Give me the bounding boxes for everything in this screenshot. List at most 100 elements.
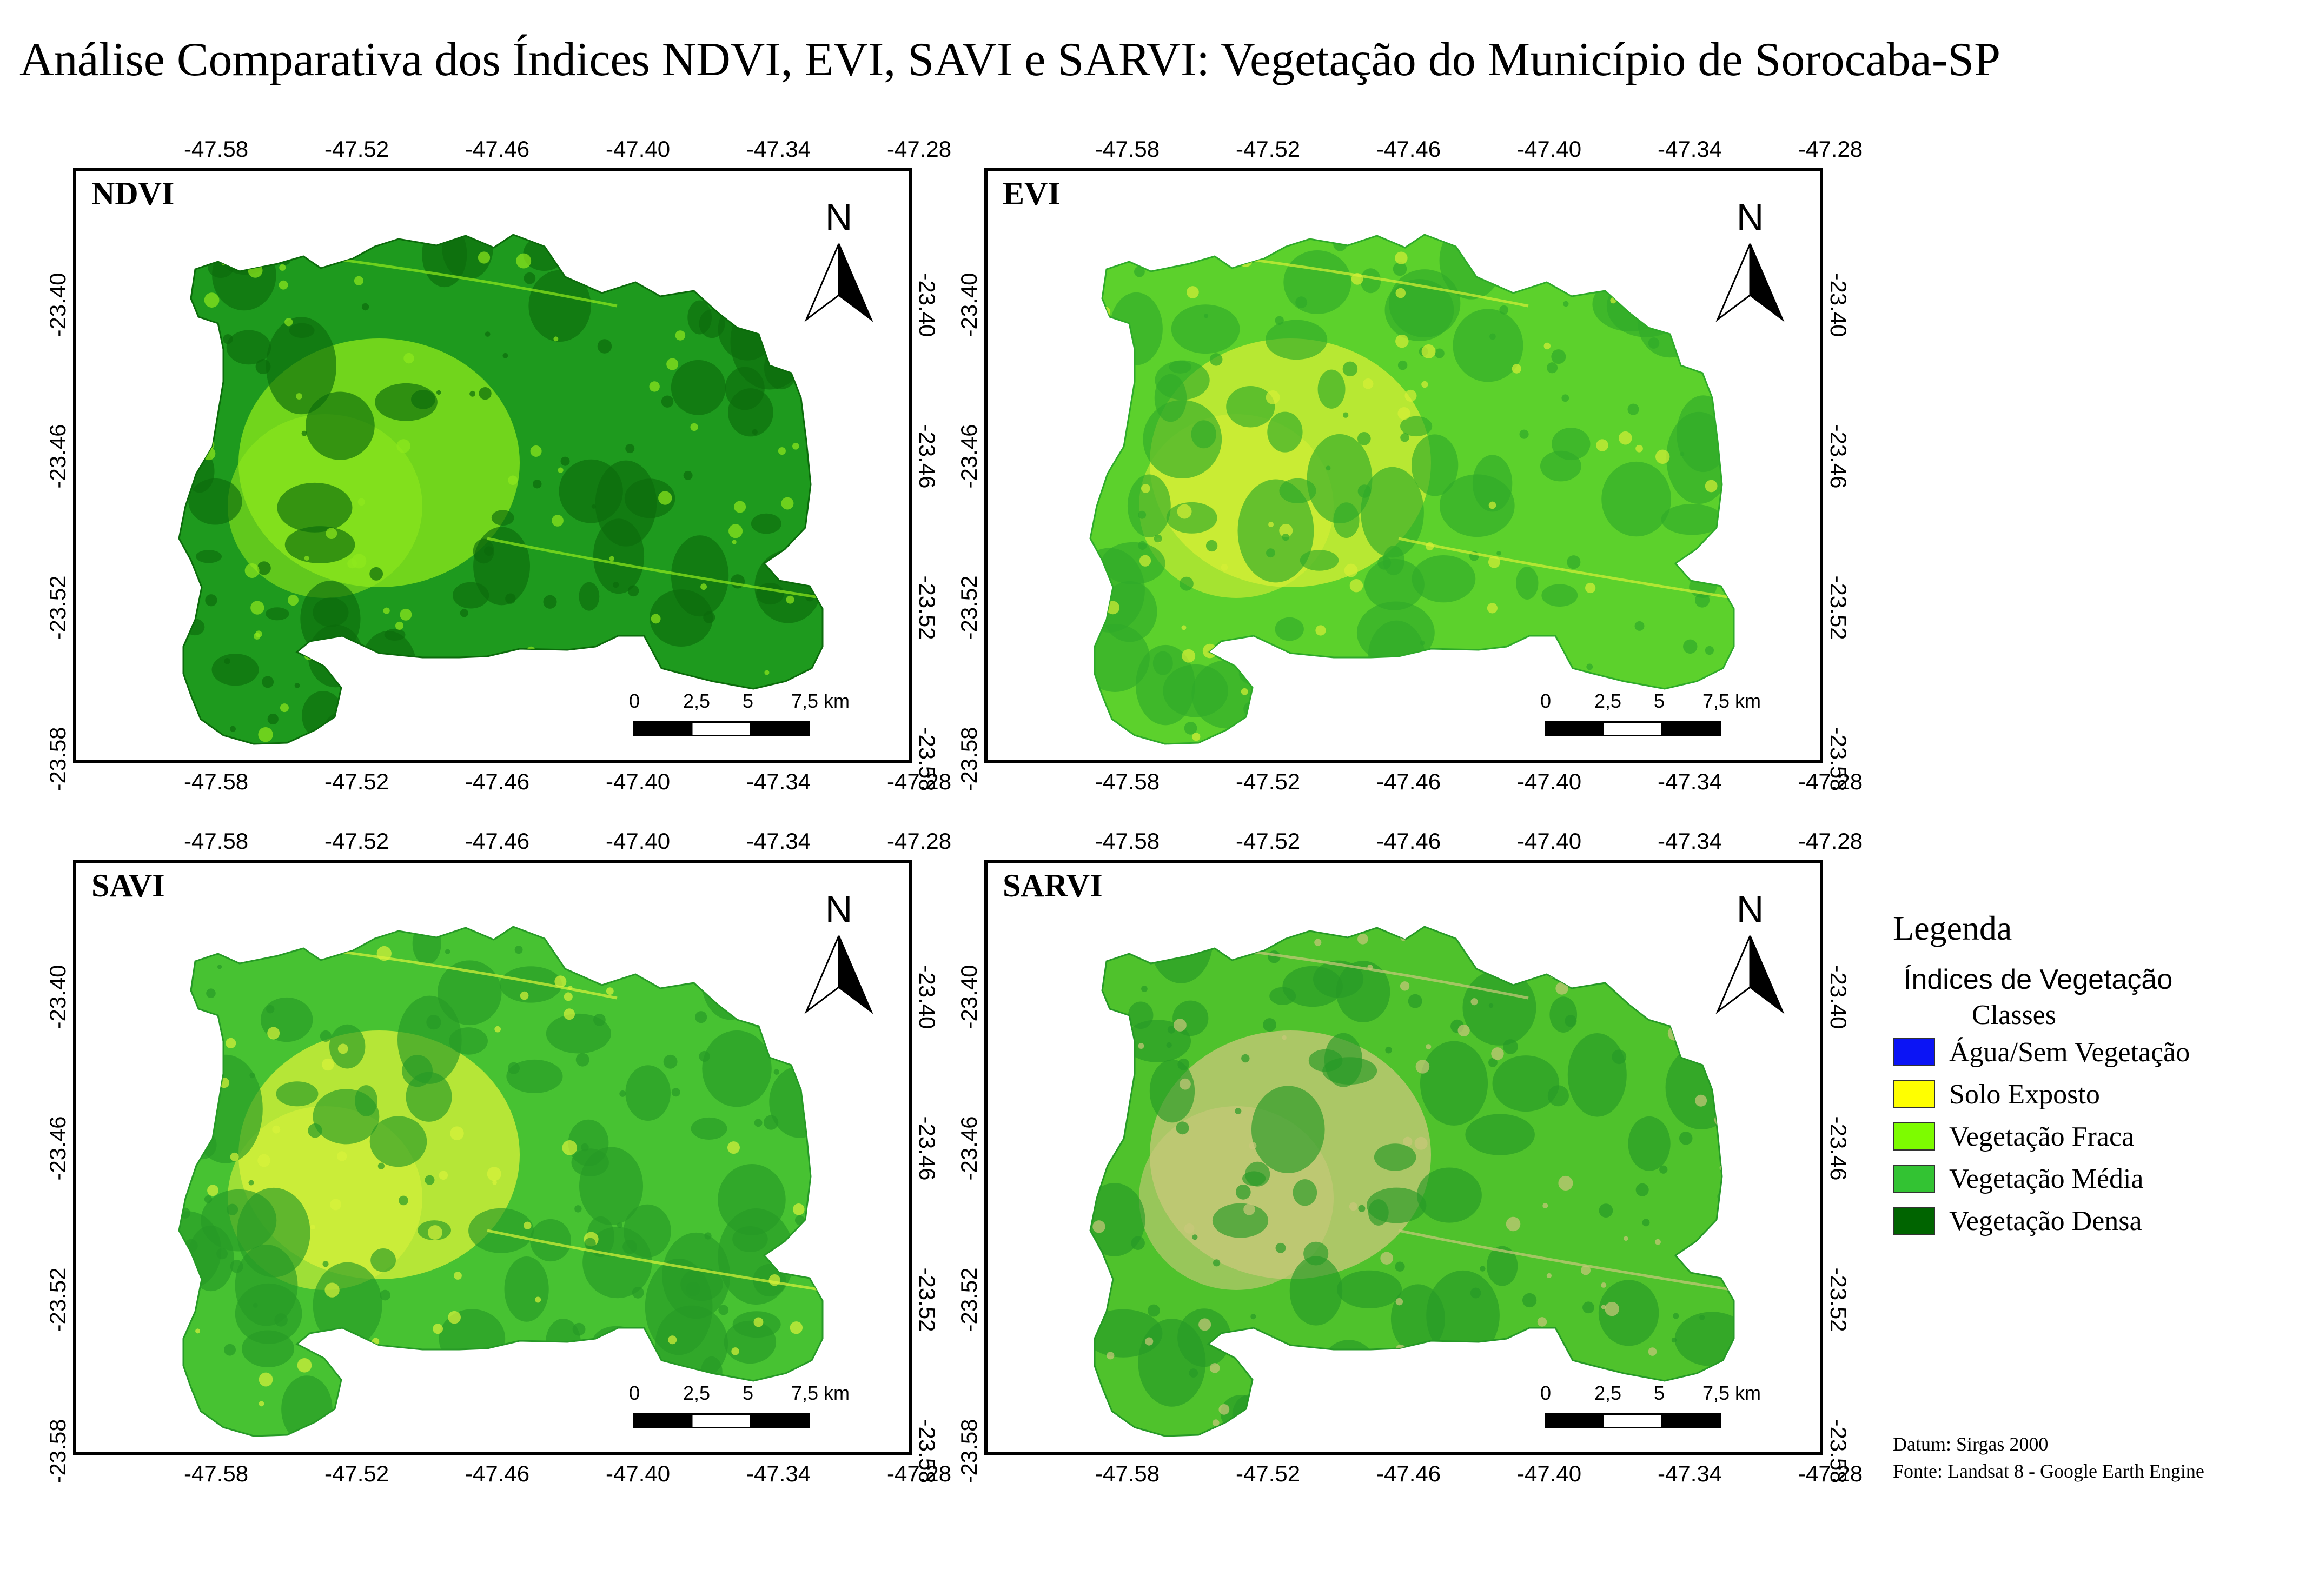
legend-item: Vegetação Fraca: [1893, 1115, 2190, 1158]
longitude-tick-label: -47.52: [1236, 769, 1301, 794]
longitude-tick-label: -47.28: [887, 136, 952, 162]
legend-classes-label: Classes: [1972, 1000, 2056, 1030]
scale-label: 2,5: [683, 690, 711, 712]
longitude-tick-label: -47.58: [1095, 136, 1160, 162]
longitude-tick-label: -47.46: [1376, 136, 1441, 162]
scale-label: 0: [1540, 1382, 1552, 1404]
scale-bar-graphic: [633, 721, 810, 736]
longitude-tick-label: -47.34: [746, 136, 811, 162]
scale-label: 7,5 km: [791, 690, 850, 712]
legend-label: Vegetação Densa: [1949, 1205, 2142, 1236]
municipality-map: [1089, 926, 1735, 1437]
longitude-tick-label: -47.34: [1658, 1461, 1722, 1486]
latitude-tick-label: -23.58: [915, 727, 940, 792]
legend-item: Solo Exposto: [1893, 1073, 2190, 1115]
latitude-tick-label: -23.46: [1826, 424, 1851, 489]
longitude-tick-label: -47.46: [465, 769, 530, 794]
north-label: N: [1737, 198, 1764, 238]
longitude-tick-label: -47.58: [184, 1461, 249, 1486]
scale-label: 5: [1654, 1382, 1665, 1404]
longitude-tick-label: -47.40: [606, 136, 671, 162]
longitude-tick-label: -47.34: [746, 769, 811, 794]
latitude-tick-label: -23.52: [956, 1267, 982, 1332]
latitude-tick-label: -23.46: [45, 424, 70, 489]
panel-label: SARVI: [1003, 868, 1103, 903]
scale-bar-graphic: [633, 1413, 810, 1428]
map-panel-sarvi: SARVI N 0 2,5 5 7,5 km: [984, 860, 1823, 1455]
latitude-tick-label: -23.52: [915, 1267, 940, 1332]
municipality-map: [178, 926, 824, 1437]
scale-label: 5: [1654, 690, 1665, 712]
scale-bar-graphic: [1545, 1413, 1721, 1428]
longitude-tick-label: -47.46: [1376, 769, 1441, 794]
scale-label: 0: [629, 1382, 640, 1404]
longitude-tick-label: -47.46: [1376, 828, 1441, 854]
scale-label: 7,5 km: [1702, 690, 1761, 712]
legend-item: Vegetação Média: [1893, 1158, 2190, 1200]
scale-label: 7,5 km: [791, 1382, 850, 1404]
latitude-tick-label: -23.40: [915, 272, 940, 337]
longitude-tick-label: -47.52: [1236, 828, 1301, 854]
latitude-tick-label: -23.58: [915, 1419, 940, 1484]
longitude-tick-label: -47.46: [465, 136, 530, 162]
source-note: Fonte: Landsat 8 - Google Earth Engine: [1893, 1460, 2204, 1482]
latitude-tick-label: -23.40: [45, 965, 70, 1029]
municipality-map: [178, 234, 824, 745]
longitude-tick-label: -47.40: [1517, 136, 1582, 162]
longitude-tick-label: -47.28: [1798, 769, 1863, 794]
longitude-tick-label: -47.58: [184, 828, 249, 854]
latitude-tick-label: -23.40: [1826, 965, 1851, 1029]
datum-note: Datum: Sirgas 2000: [1893, 1433, 2049, 1455]
latitude-tick-label: -23.46: [915, 1116, 940, 1181]
map-panel-ndvi: NDVI N 0 2,5 5 7,5 km: [73, 168, 912, 763]
latitude-tick-label: -23.52: [1826, 575, 1851, 640]
latitude-tick-label: -23.40: [915, 965, 940, 1029]
legend-label: Água/Sem Vegetação: [1949, 1036, 2190, 1068]
north-arrow-icon: N: [1712, 888, 1788, 1022]
longitude-tick-label: -47.46: [465, 828, 530, 854]
latitude-tick-label: -23.52: [45, 575, 70, 640]
scale-label: 2,5: [1594, 1382, 1622, 1404]
latitude-tick-label: -23.46: [45, 1116, 70, 1181]
panel-label: SAVI: [91, 868, 165, 903]
latitude-tick-label: -23.46: [915, 424, 940, 489]
map-title: Análise Comparativa dos Índices NDVI, EV…: [19, 34, 2001, 86]
legend: Legenda Índices de Vegetação Classes Águ…: [1893, 908, 2190, 1242]
latitude-tick-label: -23.52: [45, 1267, 70, 1332]
legend-subtitle: Índices de Vegetação: [1904, 964, 2173, 995]
legend-title: Legenda: [1893, 909, 2012, 947]
latitude-tick-label: -23.46: [956, 1116, 982, 1181]
latitude-tick-label: -23.46: [1826, 1116, 1851, 1181]
legend-item: Vegetação Densa: [1893, 1200, 2190, 1242]
north-label: N: [825, 198, 853, 238]
latitude-tick-label: -23.58: [1826, 1419, 1851, 1484]
legend-label: Vegetação Fraca: [1949, 1121, 2135, 1152]
longitude-tick-label: -47.28: [1798, 828, 1863, 854]
longitude-tick-label: -47.52: [324, 828, 389, 854]
scale-bar-graphic: [1545, 721, 1721, 736]
longitude-tick-label: -47.52: [324, 136, 389, 162]
panel-label: NDVI: [91, 176, 175, 211]
latitude-tick-label: -23.52: [1826, 1267, 1851, 1332]
legend-swatch-dense-vegetation: [1893, 1207, 1935, 1235]
north-arrow-icon: N: [801, 888, 877, 1022]
scale-label: 7,5 km: [1702, 1382, 1761, 1404]
longitude-tick-label: -47.40: [1517, 828, 1582, 854]
scale-label: 0: [1540, 690, 1552, 712]
legend-swatch-water: [1893, 1038, 1935, 1066]
municipality-map: [1089, 234, 1735, 745]
scale-label: 0: [629, 690, 640, 712]
legend-swatch-medium-vegetation: [1893, 1165, 1935, 1193]
latitude-tick-label: -23.58: [45, 1419, 70, 1484]
longitude-tick-label: -47.58: [1095, 828, 1160, 854]
longitude-tick-label: -47.52: [324, 1461, 389, 1486]
latitude-tick-label: -23.52: [956, 575, 982, 640]
longitude-tick-label: -47.58: [184, 769, 249, 794]
longitude-tick-label: -47.34: [746, 1461, 811, 1486]
longitude-tick-label: -47.40: [606, 828, 671, 854]
latitude-tick-label: -23.40: [1826, 272, 1851, 337]
north-label: N: [1737, 890, 1764, 930]
scale-label: 2,5: [1594, 690, 1622, 712]
latitude-tick-label: -23.52: [915, 575, 940, 640]
longitude-tick-label: -47.58: [184, 136, 249, 162]
